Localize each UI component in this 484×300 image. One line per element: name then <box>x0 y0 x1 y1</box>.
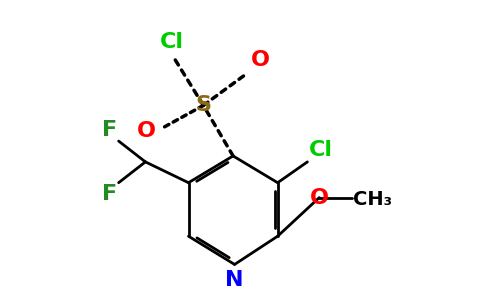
Text: Cl: Cl <box>309 140 333 160</box>
Text: Cl: Cl <box>160 32 184 52</box>
Text: O: O <box>251 50 270 70</box>
Text: F: F <box>102 184 117 204</box>
Text: N: N <box>226 270 244 290</box>
Text: O: O <box>310 188 329 208</box>
Text: F: F <box>102 120 117 140</box>
Text: O: O <box>137 121 156 141</box>
Text: CH₃: CH₃ <box>353 190 393 208</box>
Text: S: S <box>196 95 212 116</box>
